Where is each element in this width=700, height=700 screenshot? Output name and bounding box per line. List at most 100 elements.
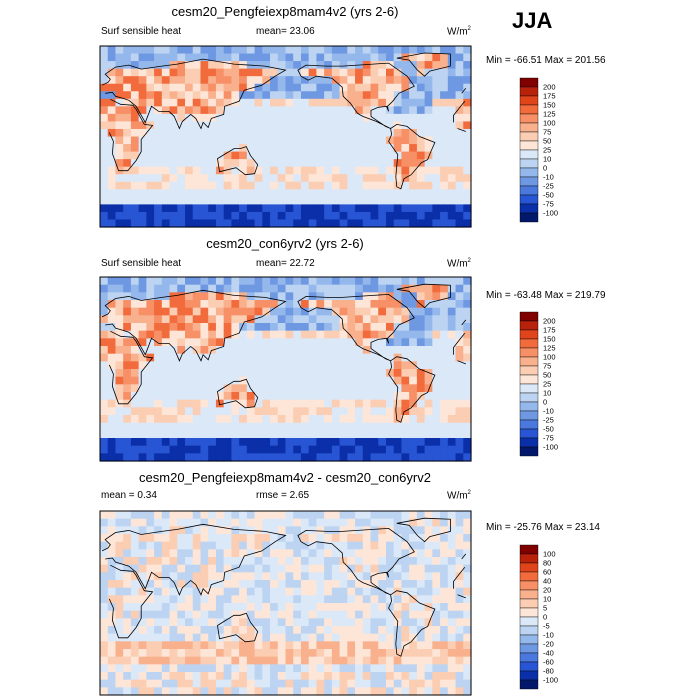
map-cell [223,151,232,160]
map-cell [401,376,410,385]
map-cell [185,136,194,145]
map-cell [231,618,240,627]
map-cell [185,453,194,462]
map-cell [447,46,457,55]
map-cell [200,564,209,573]
map-cell [455,346,464,355]
map-cell [270,557,279,566]
map-cell [123,656,132,665]
map-cell [293,407,302,416]
map-cell [324,572,333,581]
coastline-eurasia [101,523,467,596]
map-cell [130,284,140,293]
map-cell [393,656,403,665]
map-cell [146,136,155,145]
colorbar-tick-label: 50 [543,137,551,146]
map-cell [300,572,310,581]
map-cell [146,610,155,619]
map-cell [254,649,263,658]
map-cell [370,128,379,138]
map-cell [378,618,387,627]
map-cell [440,376,449,385]
map-cell [385,445,395,454]
map-cell [208,159,217,168]
map-cell [293,151,302,160]
map-cell [123,46,132,55]
map-cell [130,626,140,635]
map-cell [262,46,271,55]
map-cell [440,633,449,642]
map-cell [324,376,333,385]
map-cell [316,211,325,221]
map-cell [270,53,279,62]
map-cell [223,369,232,378]
map-cell [347,557,356,566]
map-cell [146,189,155,198]
map-cell [355,323,364,332]
map-cell [316,572,325,581]
map-cell [316,121,325,130]
map-cell [308,376,318,385]
map-cell [362,445,372,454]
map-cell [185,68,194,77]
map-cell [138,219,147,228]
map-cell [185,603,194,612]
map-cell [347,549,356,558]
map-cell [208,453,217,462]
map-cell [331,166,341,175]
map-cell [455,534,464,543]
map-cell [378,307,387,316]
map-cell [185,219,194,228]
map-cell [393,549,403,558]
map-cell [115,106,124,115]
map-cell [262,407,271,416]
map-cell [416,610,426,619]
colorbar-box [519,580,539,591]
map-cell [215,415,225,424]
map-cell [347,610,356,619]
map-cell [107,369,117,378]
map-cell [378,580,387,589]
map-cell [277,580,287,589]
map-cell [440,219,449,228]
map-cell [316,219,325,228]
map-cell [185,572,194,581]
map-cell [416,53,426,62]
map-cell [401,338,410,347]
map-cell [324,144,333,153]
map-cell [138,91,147,100]
map-cell [154,68,163,77]
map-cell [362,384,372,393]
map-cell [130,445,140,454]
map-cell [316,53,325,62]
map-cell [409,603,418,612]
map-cell [362,330,372,339]
map-cell [347,511,356,520]
map-cell [123,618,132,627]
map-cell [130,53,140,62]
map-cell [339,174,348,183]
map-cell [440,422,449,431]
map-cell [161,603,171,612]
map-cell [455,430,464,439]
map-cell [440,346,449,355]
map-cell [440,46,449,55]
map-cell [370,445,379,454]
map-cell [185,557,194,566]
map-cell [231,166,240,175]
map-cell [270,610,279,619]
map-cell [115,204,124,213]
map-cell [339,159,348,168]
map-cell [107,315,117,324]
map-cell [262,353,271,362]
map-cell [185,595,194,604]
map-cell [324,679,333,688]
map-cell [362,211,372,221]
map-cell [385,219,395,228]
map-cell [409,664,418,673]
map-cell [169,376,178,385]
map-cell [393,46,403,55]
map-cell [123,595,132,604]
map-cell [169,346,178,355]
map-cell [285,159,294,168]
